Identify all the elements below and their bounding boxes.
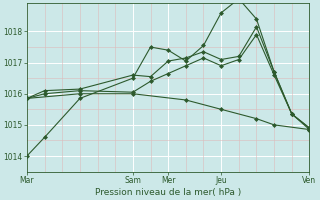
X-axis label: Pression niveau de la mer( hPa ): Pression niveau de la mer( hPa ): [95, 188, 241, 197]
